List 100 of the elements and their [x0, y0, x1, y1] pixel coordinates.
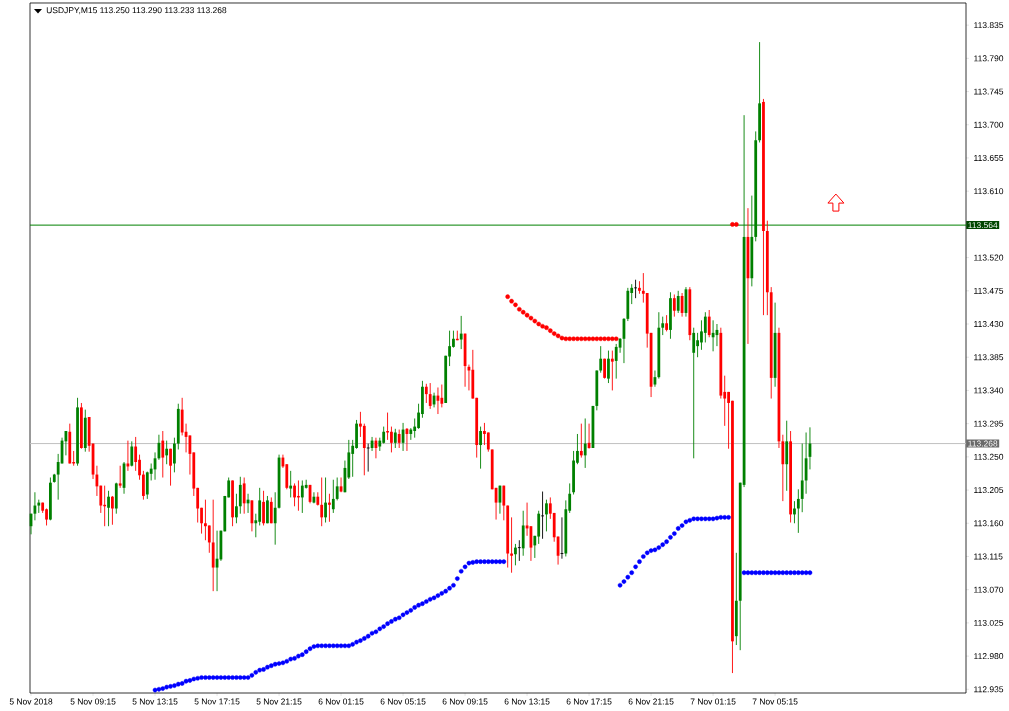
y-tick-label: 112.980	[974, 653, 1004, 660]
candlestick	[242, 477, 246, 515]
point	[586, 336, 592, 342]
point	[540, 323, 545, 329]
candlestick	[579, 423, 583, 459]
candlestick	[331, 479, 335, 514]
candlestick	[289, 470, 293, 498]
point	[672, 531, 677, 536]
x-tick-label: 7 Nov 01:15	[690, 698, 736, 705]
candlestick	[692, 327, 696, 459]
point	[807, 570, 813, 576]
candlestick	[796, 488, 800, 534]
x-tick-label: 5 Nov 2018	[9, 698, 53, 705]
point	[776, 570, 782, 576]
point	[505, 294, 510, 299]
point	[610, 336, 615, 342]
y-tick-label: 113.160	[974, 520, 1004, 527]
candlestick	[366, 443, 371, 473]
point	[660, 542, 665, 547]
point	[784, 570, 790, 576]
candlestick	[169, 448, 172, 487]
point	[563, 336, 569, 342]
candlestick	[545, 499, 548, 532]
point	[679, 523, 685, 528]
point	[598, 336, 603, 342]
candlestick	[397, 429, 401, 449]
y-tick-label: 113.025	[974, 619, 1004, 626]
candlestick	[672, 294, 676, 318]
candlestick	[448, 330, 451, 367]
point	[509, 298, 514, 304]
point	[551, 331, 557, 336]
point	[579, 336, 584, 342]
candlestick	[424, 383, 428, 404]
candlestick	[537, 510, 541, 545]
point	[652, 547, 658, 553]
candlestick	[362, 423, 366, 476]
candlestick	[707, 309, 711, 338]
point	[687, 518, 693, 523]
point	[710, 516, 716, 522]
y-tick-label: 113.655	[974, 154, 1004, 161]
point	[668, 534, 673, 540]
candlestick	[235, 493, 238, 524]
candlestick	[204, 499, 207, 541]
y-tick-label: 113.205	[974, 487, 1004, 494]
point	[706, 516, 712, 522]
point	[575, 336, 580, 342]
candlestick	[483, 422, 486, 446]
point	[703, 516, 708, 522]
point	[718, 515, 724, 520]
candlestick	[269, 496, 273, 524]
candlestick	[320, 477, 324, 527]
x-tick-label: 5 Nov 13:15	[132, 698, 178, 705]
point	[749, 570, 755, 576]
point	[555, 333, 561, 339]
x-tick-label: 6 Nov 13:15	[504, 698, 550, 705]
y-tick-label: 113.340	[974, 387, 1004, 394]
candlestick	[328, 493, 331, 523]
candlestick	[142, 470, 145, 501]
candlestick	[258, 487, 262, 526]
point	[606, 336, 611, 342]
point	[691, 516, 697, 522]
point	[753, 570, 759, 576]
point	[536, 321, 541, 327]
point	[695, 516, 700, 522]
ref-line-label: 113.268	[968, 440, 998, 447]
x-tick-label: 5 Nov 21:15	[256, 698, 302, 705]
point	[524, 312, 530, 318]
point	[799, 570, 805, 576]
point	[637, 559, 642, 564]
candlestick	[145, 471, 149, 500]
y-tick-label: 113.115	[974, 553, 1003, 560]
point	[683, 519, 689, 525]
point	[644, 550, 650, 556]
candlestick	[661, 316, 665, 336]
point	[625, 574, 631, 580]
candlestick	[633, 279, 638, 299]
candlestick	[521, 510, 525, 557]
y-tick-label: 113.385	[974, 354, 1004, 361]
point	[675, 526, 681, 531]
candlestick	[700, 319, 703, 351]
y-tick-label: 113.520	[974, 254, 1004, 261]
y-tick-label: 113.790	[974, 55, 1004, 62]
point	[617, 582, 623, 588]
x-tick-label: 6 Nov 17:15	[566, 698, 612, 705]
x-tick-label: 6 Nov 01:15	[318, 698, 364, 705]
candlestick	[583, 418, 587, 469]
point	[590, 336, 596, 342]
candlestick	[502, 485, 506, 521]
candlestick	[207, 525, 211, 554]
candlestick	[486, 432, 490, 453]
point	[699, 516, 704, 522]
candlestick	[510, 516, 513, 574]
point	[544, 325, 549, 330]
point	[532, 318, 538, 324]
y-tick-label: 113.700	[974, 121, 1004, 128]
point	[641, 554, 646, 559]
candlestick	[540, 491, 545, 540]
candlestick	[238, 476, 242, 515]
candlestick	[165, 440, 169, 465]
candlestick	[610, 350, 614, 391]
